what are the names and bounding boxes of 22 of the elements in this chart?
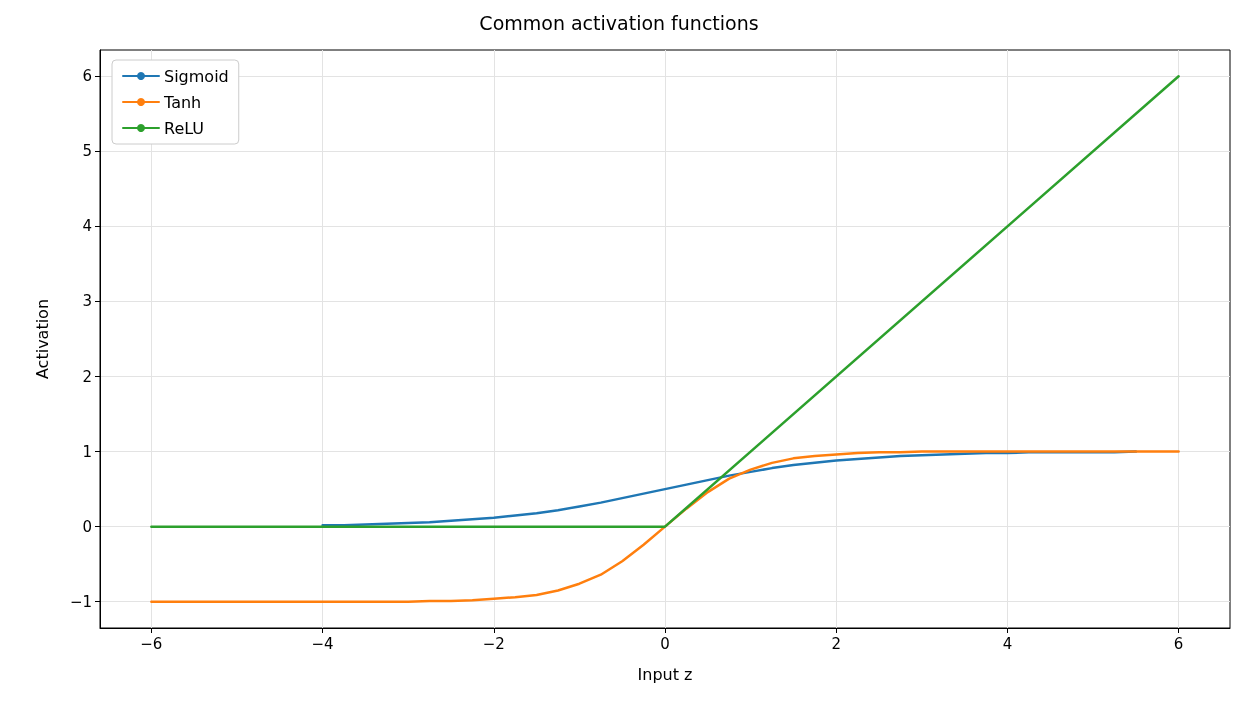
x-tick-label: −4: [311, 634, 334, 653]
line-series: [150, 450, 1180, 603]
x-tick-label: 2: [831, 634, 841, 653]
x-tick-label: 4: [1002, 634, 1013, 653]
y-tick-label: 4: [82, 217, 92, 236]
y-axis-title: Activation: [32, 298, 52, 380]
y-tick-label: −1: [69, 592, 92, 611]
x-tick-label: −2: [482, 634, 505, 653]
y-tick-label: 5: [82, 142, 92, 161]
legend-label: Sigmoid: [164, 66, 229, 86]
y-tick-label: 3: [82, 292, 92, 311]
y-tick-label: 6: [82, 67, 92, 86]
y-tick-label: 0: [82, 517, 92, 536]
legend-label: ReLU: [164, 118, 205, 138]
y-tick-label: 2: [82, 367, 92, 386]
y-tick-label: 1: [82, 442, 92, 461]
x-tick-label: −6: [140, 634, 163, 653]
x-tick-label: 6: [1173, 634, 1184, 653]
legend-label: Tanh: [163, 92, 202, 112]
x-axis-title: Input z: [637, 664, 693, 684]
x-tick-label: 0: [660, 634, 670, 653]
chart-title: Common activation functions: [479, 11, 759, 34]
